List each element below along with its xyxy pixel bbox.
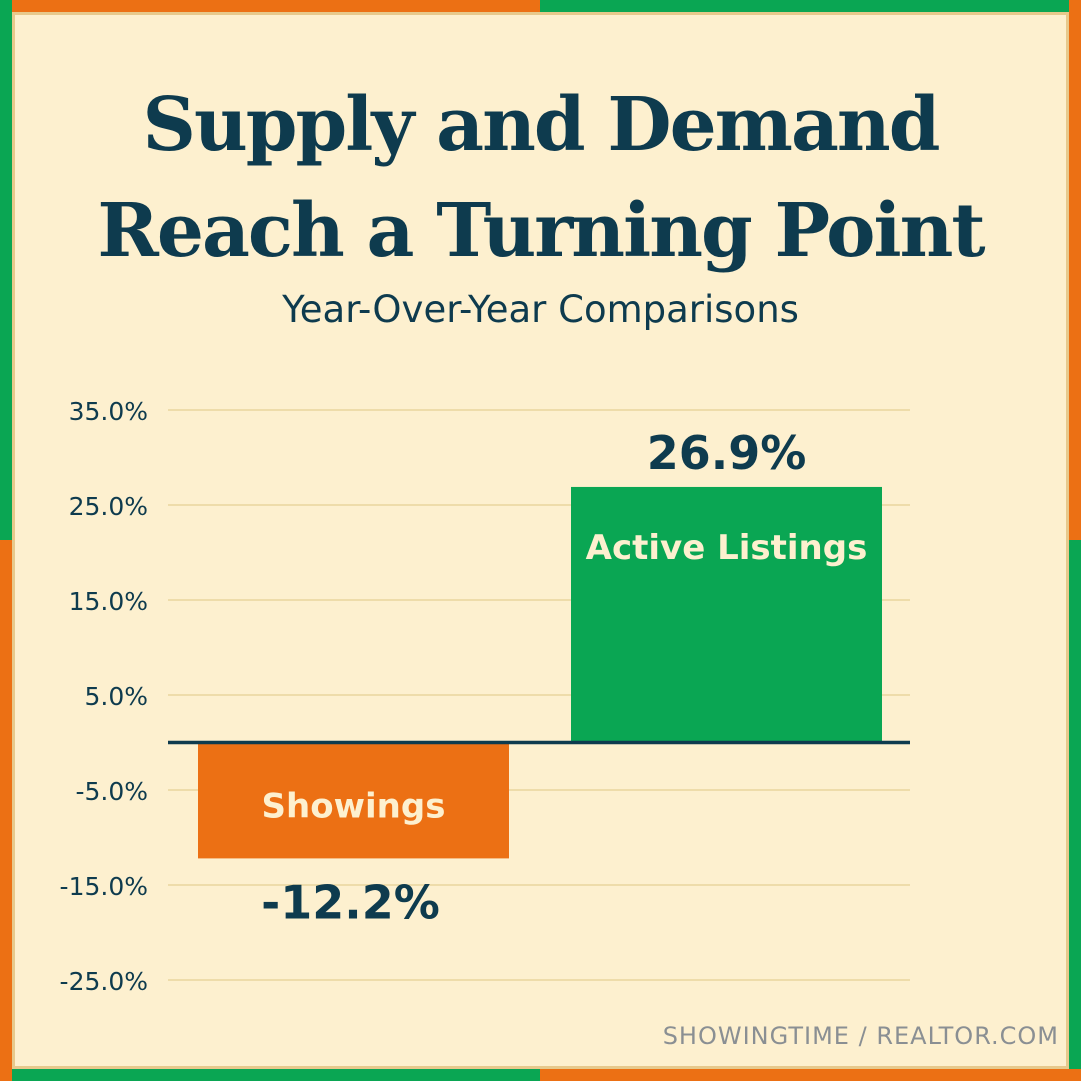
bar-active-listings <box>571 486 882 743</box>
y-tick-label: -25.0% <box>60 967 148 996</box>
chart-title: Supply and Demand Reach a Turning Point <box>0 72 1081 284</box>
y-tick-label: 5.0% <box>84 682 148 711</box>
inner-panel <box>12 12 1069 1069</box>
source-credit: SHOWINGTIME / REALTOR.COM <box>662 1022 1059 1050</box>
border-top-right <box>540 0 1081 12</box>
title-line-2: Reach a Turning Point <box>97 188 985 274</box>
border-left-bottom <box>0 540 12 1081</box>
category-label: Active Listings <box>586 528 868 568</box>
border-right-top <box>1069 0 1081 540</box>
bar-showings <box>198 742 509 859</box>
value-label: 26.9% <box>647 426 807 480</box>
border-right-bottom <box>1069 540 1081 1081</box>
border-left-top <box>0 0 12 540</box>
category-label: Showings <box>262 787 446 827</box>
border-bottom-right <box>540 1069 1081 1081</box>
chart-subtitle: Year-Over-Year Comparisons <box>282 288 799 331</box>
value-label: -12.2% <box>261 875 440 929</box>
y-tick-label: -15.0% <box>60 872 148 901</box>
border-bottom-left <box>0 1069 540 1081</box>
title-line-1: Supply and Demand <box>142 82 941 168</box>
y-tick-label: 15.0% <box>69 587 148 616</box>
y-tick-label: 35.0% <box>69 397 148 426</box>
border-top-left <box>0 0 540 12</box>
y-tick-label: 25.0% <box>69 492 148 521</box>
y-tick-label: -5.0% <box>75 777 148 806</box>
